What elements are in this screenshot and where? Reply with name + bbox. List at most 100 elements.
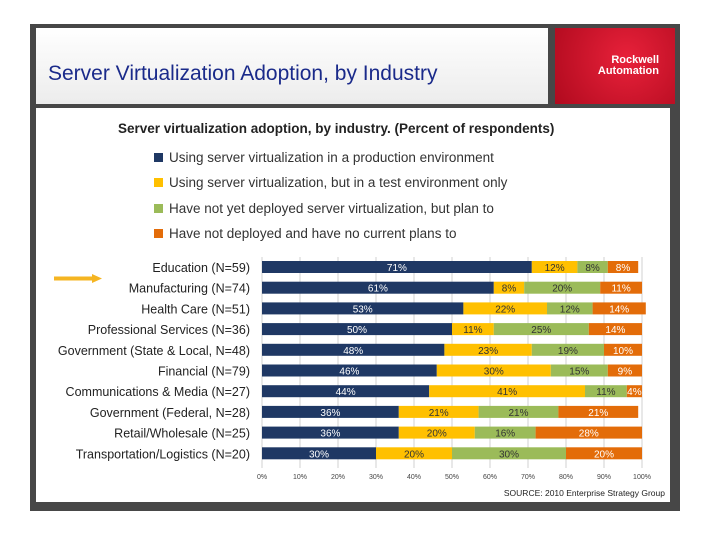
bar-segment [262, 323, 452, 336]
bar-segment [474, 426, 536, 439]
bar-segment [262, 281, 494, 294]
data-label: 61% [368, 284, 388, 295]
bar-segment [398, 405, 479, 418]
bar-segment [607, 364, 642, 377]
data-label: 20% [404, 449, 424, 460]
x-tick-label: 10% [293, 474, 307, 481]
source-note: SOURCE: 2010 Enterprise Strategy Group [503, 488, 665, 498]
bar-segment [262, 364, 437, 377]
data-label: 21% [429, 408, 449, 419]
bar-segment [592, 302, 646, 315]
data-label: 20% [552, 284, 572, 295]
data-label: 8% [616, 263, 631, 274]
legend-item-plan: Have not yet deployed server virtualizat… [154, 201, 494, 216]
data-label: 28% [579, 429, 599, 440]
bar-segment [398, 426, 475, 439]
data-label: 8% [585, 263, 600, 274]
data-label: 36% [320, 429, 340, 440]
category-label: Transportation/Logistics (N=20) [76, 447, 250, 461]
bar-segment [600, 281, 642, 294]
category-label: Government (Federal, N=28) [90, 406, 250, 420]
legend-item-no-plans: Have not deployed and have no current pl… [154, 226, 456, 241]
data-label: 11% [596, 387, 615, 398]
data-label: 22% [495, 304, 515, 315]
x-tick-label: 50% [445, 474, 459, 481]
data-label: 36% [320, 408, 340, 419]
data-label: 14% [609, 304, 629, 315]
bar-segment [531, 343, 604, 356]
legend-swatch [154, 229, 163, 238]
data-label: 50% [347, 325, 367, 336]
data-label: 23% [478, 346, 498, 357]
bar-segment [376, 447, 452, 460]
x-tick-label: 40% [407, 474, 421, 481]
legend-label: Using server virtualization in a product… [169, 150, 494, 165]
bar-segment [558, 405, 639, 418]
title-box: Server Virtualization Adoption, by Indus… [36, 28, 548, 104]
legend-label: Using server virtualization, but in a te… [169, 175, 508, 190]
bar-segment [262, 447, 376, 460]
bar-segment [577, 261, 608, 273]
bar-segment [262, 405, 399, 418]
legend-label: Have not yet deployed server virtualizat… [169, 201, 494, 216]
x-tick-label: 80% [559, 474, 573, 481]
data-label: 4% [627, 387, 642, 398]
category-label: Communications & Media (N=27) [66, 385, 250, 399]
data-label: 20% [427, 429, 447, 440]
bar-segment [463, 302, 547, 315]
data-label: 9% [618, 367, 633, 378]
data-label: 12% [560, 304, 580, 315]
x-tick-label: 60% [483, 474, 497, 481]
data-label: 71% [387, 263, 407, 274]
legend-swatch [154, 204, 163, 213]
data-label: 8% [502, 284, 517, 295]
bar-segment [585, 385, 627, 398]
data-label: 25% [531, 325, 551, 336]
legend-swatch [154, 153, 163, 162]
bar-segment [478, 405, 559, 418]
bar-segment [524, 281, 601, 294]
data-label: 11% [463, 325, 482, 336]
x-tick-label: 70% [521, 474, 535, 481]
data-label: 20% [594, 449, 614, 460]
data-label: 44% [336, 387, 356, 398]
x-tick-label: 0% [257, 474, 267, 481]
data-label: 30% [499, 449, 519, 460]
bar-segment [607, 261, 639, 273]
data-label: 46% [339, 367, 359, 378]
data-label: 41% [497, 387, 517, 398]
legend-label: Have not deployed and have no current pl… [169, 226, 457, 241]
legend-swatch [154, 178, 163, 187]
bar-segment [262, 385, 430, 398]
category-label: Health Care (N=51) [141, 302, 250, 316]
bar-segment [444, 343, 532, 356]
bar-segment [604, 343, 642, 356]
bar-segment [262, 343, 445, 356]
rockwell-logo: Rockwell Automation [555, 28, 675, 104]
bar-segment [535, 426, 642, 439]
bar-segment [531, 261, 578, 273]
data-label: 30% [309, 449, 329, 460]
bar-segment [588, 323, 642, 336]
bar-segment [429, 385, 585, 398]
bar-segment [452, 323, 494, 336]
x-tick-label: 30% [369, 474, 383, 481]
bar-segment [452, 447, 566, 460]
category-label: Retail/Wholesale (N=25) [114, 427, 250, 441]
category-label: Education (N=59) [152, 261, 250, 275]
category-label: Manufacturing (N=74) [129, 282, 250, 296]
category-label: Financial (N=79) [158, 365, 250, 379]
data-label: 14% [605, 325, 625, 336]
arrow-icon [54, 274, 102, 283]
slide-title: Server Virtualization Adoption, by Indus… [48, 62, 438, 85]
category-label: Government (State & Local, N=48) [58, 344, 250, 358]
data-label: 15% [569, 367, 589, 378]
bar-segment [262, 261, 532, 273]
legend-item-production: Using server virtualization in a product… [154, 150, 494, 165]
data-label: 16% [495, 429, 515, 440]
data-label: 30% [484, 367, 504, 378]
bar-segment [493, 281, 525, 294]
data-label: 12% [545, 263, 565, 274]
data-label: 53% [353, 304, 373, 315]
bar-segment [547, 302, 593, 315]
